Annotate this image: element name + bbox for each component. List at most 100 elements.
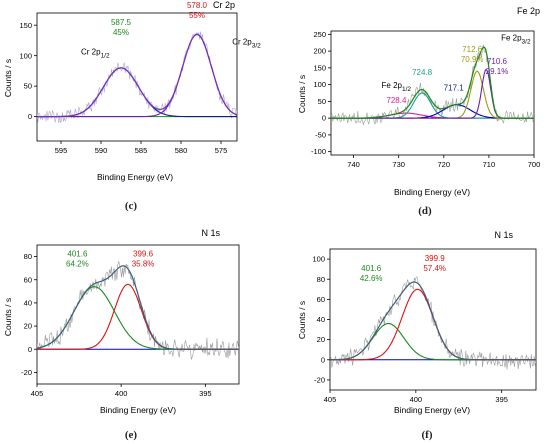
fit-envelope-line	[331, 46, 534, 119]
peak-annotation: 35.8%	[132, 260, 155, 269]
y-tick-label: 250	[313, 30, 326, 39]
x-tick-label: 585	[135, 146, 148, 155]
peak-annotation: 712.6	[462, 45, 483, 54]
plot-area	[330, 276, 536, 370]
peak-annotation: 728.4	[386, 96, 407, 105]
plot-frame	[330, 30, 535, 156]
panel-f-letter: (f)	[422, 429, 433, 441]
orbital-label: Fe 2p3/2	[501, 33, 531, 45]
x-axis-label: Binding Energy (eV)	[100, 405, 176, 415]
y-tick-label: 0	[322, 114, 326, 123]
y-tick-label: 40	[24, 299, 32, 308]
orbital-label: Cr 2p3/2	[232, 38, 261, 50]
chart-title: N 1s	[201, 228, 220, 238]
x-tick-label: 740	[347, 160, 360, 169]
y-axis-label: Counts / s	[297, 301, 307, 339]
y-tick-label: 50	[24, 82, 32, 91]
panel-c-chart: Cr 2p Binding Energy (eV) Counts / s 595 590…	[3, 0, 261, 182]
peak-annotation: 399.9	[425, 254, 446, 263]
plot-area	[331, 44, 534, 125]
x-tick-label: 400	[115, 389, 128, 398]
plot-frame	[36, 12, 238, 142]
panel-d-chart: Fe 2p Binding Energy (eV) Counts / s 740 730…	[297, 6, 540, 197]
panel-f-chart: N 1s Binding Energy (eV) Counts / s 405 400 3…	[297, 230, 537, 415]
y-tick-label: 40	[317, 315, 325, 324]
y-tick-label: 50	[318, 97, 326, 106]
y-tick-label: -50	[315, 130, 326, 139]
y-tick-label: 60	[317, 295, 325, 304]
orbital-label-main: Fe 2p	[382, 81, 403, 90]
orbital-label-sub: 1/2	[402, 86, 411, 93]
x-tick-label: 575	[215, 146, 228, 155]
y-tick-label: 80	[24, 252, 32, 261]
panel-d-letter: (d)	[418, 205, 432, 217]
plot-area	[37, 31, 237, 124]
chart-title: N 1s	[494, 230, 513, 240]
peak-annotation: 57.4%	[423, 264, 446, 273]
fit-envelope-line	[37, 33, 237, 118]
peak-annotation: 724.8	[412, 68, 433, 77]
y-tick-label: -20	[314, 376, 325, 385]
orbital-label-main: Cr 2p	[81, 47, 101, 56]
y-tick-label: -100	[311, 147, 326, 156]
y-tick-label: 200	[313, 47, 326, 56]
fit-envelope-line	[330, 281, 536, 361]
y-tick-label: 20	[24, 322, 32, 331]
x-axis-label: Binding Energy (eV)	[394, 187, 470, 197]
peak-annotation: 587.5	[111, 18, 132, 27]
x-tick-label: 700	[528, 160, 541, 169]
y-tick-label: 0	[28, 112, 32, 121]
panel-c-letter: (c)	[125, 200, 138, 212]
y-tick-label: 100	[313, 80, 326, 89]
peak-annotation: 29.1%	[486, 67, 509, 76]
orbital-label-sub: 3/2	[522, 38, 531, 45]
chart-title: Fe 2p	[517, 6, 540, 16]
x-tick-label: 730	[392, 160, 405, 169]
x-tick-label: 400	[410, 395, 423, 404]
orbital-label-main: Cr 2p	[232, 38, 252, 47]
x-tick-label: 580	[175, 146, 188, 155]
x-tick-label: 720	[438, 160, 451, 169]
raw-spectrum-line	[330, 276, 536, 370]
orbital-label-sub: 3/2	[252, 43, 261, 50]
y-tick-label: 60	[24, 275, 32, 284]
orbital-label-sub: 1/2	[101, 52, 110, 59]
orbital-label-main: Fe 2p	[501, 33, 522, 42]
y-tick-label: 0	[28, 345, 32, 354]
peak-annotation: 55%	[189, 11, 205, 20]
peak-annotation: 70.9%	[461, 55, 484, 64]
y-tick-label: 100	[19, 51, 32, 60]
x-tick-label: 405	[324, 395, 337, 404]
peak-annotation: 710.6	[487, 57, 508, 66]
y-tick-label: 80	[317, 275, 325, 284]
x-tick-label: 710	[483, 160, 496, 169]
y-tick-label: -20	[21, 368, 32, 377]
peak-annotation: 399.6	[133, 250, 154, 259]
y-tick-label: 150	[313, 63, 326, 72]
x-tick-label: 395	[199, 389, 212, 398]
peak-annotation: 42.6%	[360, 274, 383, 283]
peak-annotation: 45%	[113, 28, 129, 37]
x-tick-label: 405	[31, 389, 44, 398]
y-tick-label: 20	[317, 335, 325, 344]
y-tick-label: 100	[312, 255, 325, 264]
peak-annotation: 401.6	[361, 264, 382, 273]
chart-title: Cr 2p	[213, 0, 235, 10]
plot-area	[37, 260, 239, 361]
panel-e-letter: (e)	[125, 429, 138, 441]
x-axis-label: Binding Energy (eV)	[394, 405, 470, 415]
peak-annotation: 401.6	[67, 250, 88, 259]
peak-annotation: 578.0	[187, 1, 208, 10]
y-tick-label: 150	[19, 21, 32, 30]
x-tick-label: 595	[55, 146, 68, 155]
orbital-label: Cr 2p1/2	[81, 47, 110, 59]
y-axis-label: Counts / s	[3, 59, 13, 97]
plot-frame	[36, 244, 240, 385]
x-tick-label: 590	[95, 146, 108, 155]
peak-annotation: 717.1	[444, 84, 465, 93]
peak-annotation: 64.2%	[66, 260, 89, 269]
orbital-label: Fe 2p1/2	[382, 81, 412, 93]
